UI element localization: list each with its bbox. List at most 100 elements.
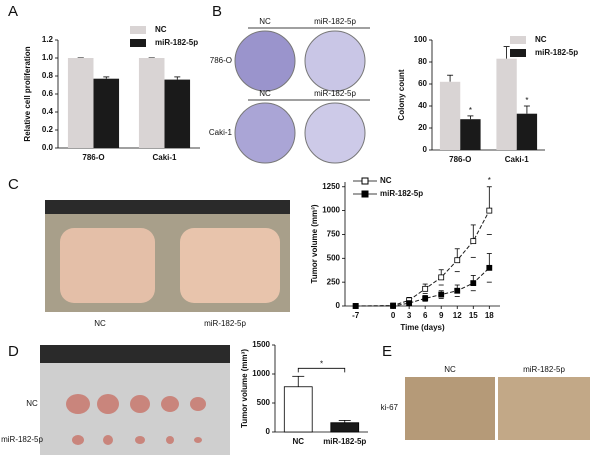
significance-bracket bbox=[297, 367, 346, 373]
legend-label: NC bbox=[535, 35, 547, 44]
significance: * bbox=[469, 106, 472, 115]
y-tick-label: 250 bbox=[327, 277, 341, 286]
x-tick-label: miR-182-5p bbox=[323, 437, 366, 446]
marker bbox=[486, 207, 493, 214]
y-tick-label: 0 bbox=[336, 301, 341, 310]
photo-label: miR-182-5p bbox=[314, 89, 356, 98]
x-tick-label: Caki-1 bbox=[152, 153, 177, 162]
x-tick-label: NC bbox=[292, 437, 304, 446]
x-tick-label: 6 bbox=[423, 311, 428, 320]
y-tick-label: 20 bbox=[418, 123, 427, 132]
y-tick-label: 0.6 bbox=[42, 89, 54, 98]
marker bbox=[486, 264, 493, 271]
bar bbox=[330, 422, 360, 433]
y-tick-label: 0.8 bbox=[42, 71, 54, 80]
x-tick-label: 15 bbox=[469, 311, 478, 320]
marker bbox=[390, 303, 397, 309]
photo-label: miR-182-5p bbox=[204, 319, 246, 328]
bar bbox=[93, 78, 120, 148]
bar bbox=[67, 58, 94, 148]
x-axis-label: Time (days) bbox=[400, 323, 445, 332]
significance: * bbox=[488, 176, 491, 185]
photo-label: miR-182-5p bbox=[314, 17, 356, 26]
bar bbox=[138, 58, 165, 148]
tumor-photo bbox=[40, 345, 230, 455]
legend-marker bbox=[361, 190, 369, 198]
panel-letter: B bbox=[212, 3, 222, 20]
significance: * bbox=[525, 96, 528, 105]
marker bbox=[352, 303, 359, 309]
x-tick-label: 18 bbox=[485, 311, 494, 320]
significance: * bbox=[320, 359, 323, 368]
panel-letter: E bbox=[382, 343, 392, 360]
photo-label: NC bbox=[26, 399, 38, 408]
y-tick-label: 100 bbox=[414, 35, 428, 44]
bar bbox=[164, 79, 191, 148]
photo-label: miR-182-5p bbox=[523, 365, 565, 374]
y-tick-label: 0.0 bbox=[42, 143, 54, 152]
y-tick-label: 0 bbox=[423, 145, 428, 154]
marker bbox=[422, 295, 429, 302]
y-tick-label: 0.2 bbox=[42, 125, 54, 134]
y-tick-label: 1250 bbox=[322, 182, 340, 191]
x-tick-label: -7 bbox=[352, 311, 360, 320]
bar bbox=[283, 386, 313, 433]
marker bbox=[470, 280, 477, 287]
marker bbox=[422, 285, 429, 292]
marker bbox=[406, 300, 413, 307]
y-tick-label: 500 bbox=[327, 253, 341, 262]
marker bbox=[454, 287, 461, 294]
y-axis-label: Relative cell proliferation bbox=[23, 46, 32, 141]
marker bbox=[454, 257, 461, 264]
y-tick-label: 1000 bbox=[252, 369, 270, 378]
legend-label: NC bbox=[380, 176, 392, 185]
legend-label: miR-182-5p bbox=[380, 189, 423, 198]
photo-label: NC bbox=[259, 17, 271, 26]
bar bbox=[496, 58, 517, 151]
x-tick-label: 3 bbox=[407, 311, 412, 320]
legend-label: NC bbox=[155, 25, 167, 34]
legend-swatch bbox=[510, 36, 526, 44]
panel-letter: A bbox=[8, 3, 18, 20]
y-tick-label: 60 bbox=[418, 79, 427, 88]
photo-label: Caki-1 bbox=[209, 128, 233, 137]
x-tick-label: 0 bbox=[391, 311, 396, 320]
photo-label: NC bbox=[94, 319, 106, 328]
legend-label: miR-182-5p bbox=[155, 38, 198, 47]
photo-label: miR-182-5p bbox=[1, 435, 43, 444]
series-line bbox=[355, 267, 490, 307]
y-tick-label: 1500 bbox=[252, 340, 270, 349]
y-tick-label: 500 bbox=[257, 398, 271, 407]
colony-plates bbox=[234, 27, 370, 164]
y-tick-label: 1.2 bbox=[42, 35, 54, 44]
y-tick-label: 80 bbox=[418, 57, 427, 66]
photo-label: NC bbox=[259, 89, 271, 98]
panel-letter: D bbox=[8, 343, 19, 360]
photo-label: ki-67 bbox=[381, 403, 399, 412]
x-tick-label: 786-O bbox=[449, 155, 471, 164]
y-tick-label: 1000 bbox=[322, 206, 340, 215]
y-axis-label: Colony count bbox=[397, 69, 406, 120]
marker bbox=[470, 238, 477, 245]
ihc-photo bbox=[405, 377, 590, 440]
photo-label: NC bbox=[444, 365, 456, 374]
y-tick-label: 0.4 bbox=[42, 107, 54, 116]
bar bbox=[439, 81, 461, 150]
y-tick-label: 750 bbox=[327, 230, 341, 239]
legend-swatch bbox=[510, 49, 526, 57]
bar bbox=[460, 119, 481, 150]
y-tick-label: 0 bbox=[266, 427, 271, 436]
y-tick-label: 40 bbox=[418, 101, 427, 110]
photo-label: 786-O bbox=[210, 56, 232, 65]
marker bbox=[438, 291, 445, 298]
legend-label: miR-182-5p bbox=[535, 48, 578, 57]
x-tick-label: 9 bbox=[439, 311, 444, 320]
legend-swatch bbox=[130, 39, 146, 47]
y-axis-label: Tumor volume (mm³) bbox=[310, 204, 319, 283]
y-tick-label: 1.0 bbox=[42, 53, 54, 62]
legend-marker bbox=[361, 177, 369, 185]
bar bbox=[516, 113, 538, 150]
y-axis-label: Tumor volume (mm³) bbox=[240, 349, 249, 428]
x-tick-label: 12 bbox=[453, 311, 462, 320]
x-tick-label: Caki-1 bbox=[505, 155, 530, 164]
